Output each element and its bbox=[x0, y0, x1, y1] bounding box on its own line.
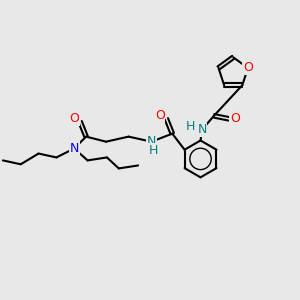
Text: N: N bbox=[70, 142, 79, 155]
Text: N: N bbox=[197, 123, 207, 136]
Text: H: H bbox=[186, 120, 195, 133]
Text: O: O bbox=[69, 112, 79, 125]
Text: O: O bbox=[230, 112, 240, 125]
Text: N: N bbox=[147, 135, 156, 148]
Text: O: O bbox=[243, 61, 253, 74]
Text: H: H bbox=[148, 144, 158, 157]
Text: O: O bbox=[155, 109, 165, 122]
